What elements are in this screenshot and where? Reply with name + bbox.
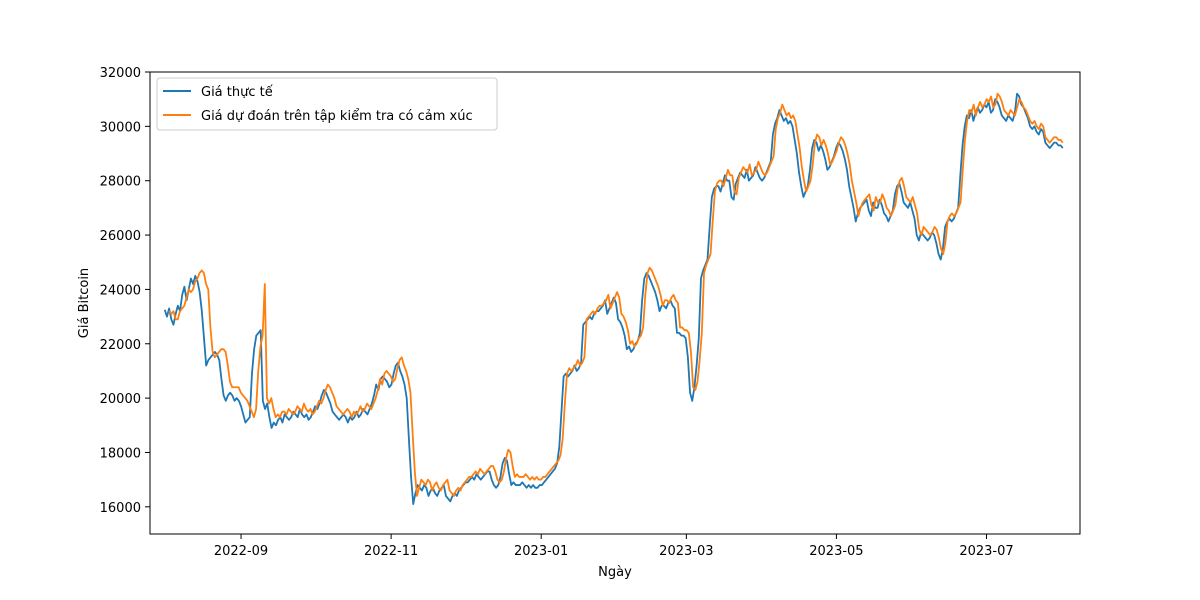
series-layer xyxy=(163,92,1064,506)
y-tick-label: 20000 xyxy=(100,392,141,407)
plot-frame xyxy=(149,71,1081,535)
y-tick-label: 28000 xyxy=(100,175,141,190)
x-tick-label: 2023-05 xyxy=(809,544,863,559)
x-tick-label: 2022-11 xyxy=(364,544,418,559)
x-tick-label: 2023-01 xyxy=(514,544,568,559)
series-line-predicted xyxy=(168,92,1064,497)
legend: Giá thực tế Giá dự đoán trên tập kiểm tr… xyxy=(156,77,498,131)
y-tick-label: 26000 xyxy=(100,229,141,244)
x-tick-label: 2023-07 xyxy=(959,544,1013,559)
x-tick-label: 2023-03 xyxy=(659,544,713,559)
y-tick-label: 24000 xyxy=(100,283,141,298)
x-axis: 2022-09 2022-11 2023-01 2023-03 2023-05 2023-… xyxy=(214,534,1014,559)
y-tick-label: 22000 xyxy=(100,338,141,353)
y-axis-title: Giá Bitcoin xyxy=(77,268,92,338)
legend-box xyxy=(156,77,498,131)
y-tick-label: 18000 xyxy=(100,446,141,461)
y-tick-label: 32000 xyxy=(100,66,141,81)
legend-label-actual: Giá thực tế xyxy=(201,85,273,100)
y-tick-label: 30000 xyxy=(100,120,141,135)
series-line-actual xyxy=(163,92,1064,506)
y-axis: 16000 18000 20000 22000 24000 26000 28000 30000… xyxy=(100,66,150,516)
x-axis-title: Ngày xyxy=(598,565,632,580)
legend-label-predicted: Giá dự đoán trên tập kiểm tra có cảm xúc xyxy=(201,109,473,124)
y-tick-label: 16000 xyxy=(100,501,141,516)
x-tick-label: 2022-09 xyxy=(214,544,268,559)
